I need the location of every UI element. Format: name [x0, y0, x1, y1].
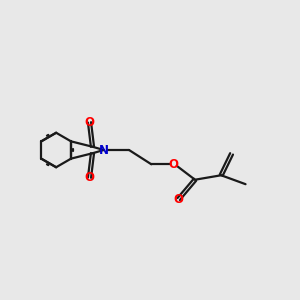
Text: O: O — [85, 171, 94, 184]
Text: O: O — [85, 116, 94, 129]
Text: O: O — [174, 193, 184, 206]
Text: N: N — [99, 143, 109, 157]
Text: O: O — [169, 158, 178, 171]
